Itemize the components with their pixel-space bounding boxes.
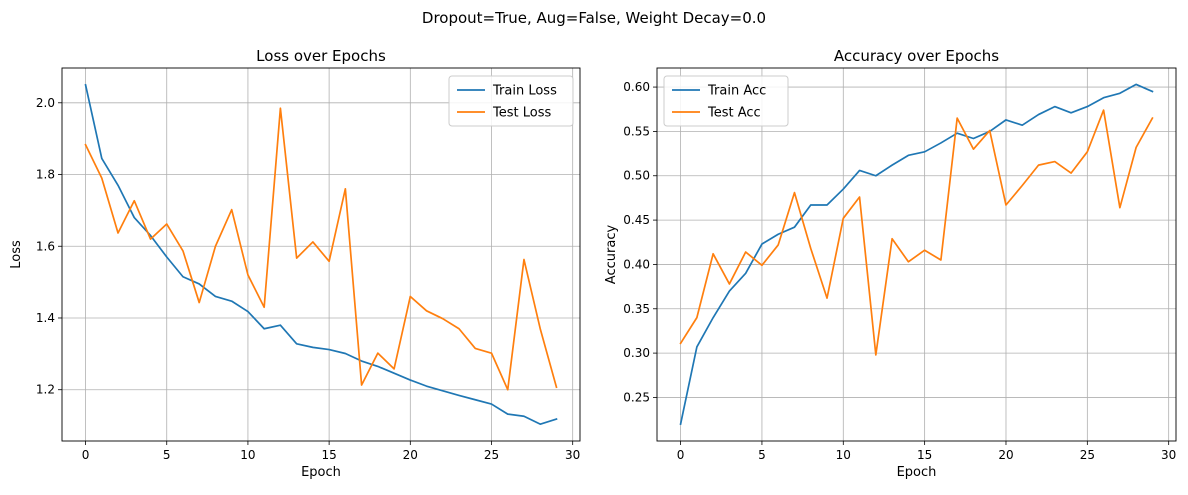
x-tick-label: 10 (836, 448, 851, 462)
legend-label: Test Loss (492, 106, 551, 121)
y-tick-label: 0.50 (623, 169, 650, 183)
y-tick-label: 0.55 (623, 124, 650, 138)
x-tick-label: 15 (321, 448, 336, 462)
legend-box (448, 75, 574, 127)
legend: Train Loss Test Loss (448, 75, 574, 127)
y-tick-label: 1.2 (36, 383, 55, 397)
y-tick-label: 2.0 (36, 96, 55, 110)
axes-frame (656, 67, 1177, 442)
y-tick-label: 0.25 (623, 390, 650, 404)
y-tick-label: 1.8 (36, 168, 55, 182)
legend-label: Test Acc (707, 106, 761, 121)
axes-frame (61, 67, 581, 442)
series-line (679, 109, 1154, 356)
figure-suptitle: Dropout=True, Aug=False, Weight Decay=0.… (422, 9, 766, 27)
chart-title: Loss over Epochs (256, 47, 386, 65)
accuracy-chart: 0 5 10 15 20 25 30 0.25 0.30 0.35 0.40 0.45 0.50 0.55… (604, 47, 1177, 480)
chart-title: Accuracy over Epochs (834, 47, 999, 65)
x-tick-label: 30 (565, 448, 580, 462)
y-axis-label: Accuracy (604, 225, 619, 285)
x-tick-label: 25 (1080, 448, 1095, 462)
x-tick-label: 5 (163, 448, 171, 462)
series-line (84, 107, 558, 391)
legend-box (663, 75, 789, 127)
y-tick-label: 1.4 (36, 311, 55, 325)
legend-label: Train Loss (492, 84, 557, 99)
y-tick-label: 0.60 (623, 80, 650, 94)
y-tick-label: 1.6 (36, 239, 55, 253)
x-tick-label: 5 (758, 448, 766, 462)
x-tick-label: 0 (82, 448, 90, 462)
x-tick-label: 15 (917, 448, 932, 462)
y-tick-label: 0.30 (623, 346, 650, 360)
x-axis-label: Epoch (897, 465, 937, 480)
y-tick-label: 0.40 (623, 257, 650, 271)
y-axis-label: Loss (9, 240, 24, 269)
legend-label: Train Acc (707, 84, 766, 99)
x-tick-label: 30 (1161, 448, 1176, 462)
x-tick-label: 25 (484, 448, 499, 462)
x-axis-label: Epoch (301, 465, 341, 480)
x-tick-label: 0 (677, 448, 685, 462)
y-tick-label: 0.35 (623, 302, 650, 316)
x-tick-label: 20 (998, 448, 1013, 462)
legend: Train Acc Test Acc (663, 75, 789, 127)
series-line (679, 83, 1154, 426)
loss-chart: 0 5 10 15 20 25 30 1.2 1.4 1.6 1.8 2.0 Loss over Epo… (9, 47, 581, 480)
x-tick-label: 20 (403, 448, 418, 462)
series-line (84, 83, 558, 425)
y-tick-label: 0.45 (623, 213, 650, 227)
x-tick-label: 10 (240, 448, 255, 462)
